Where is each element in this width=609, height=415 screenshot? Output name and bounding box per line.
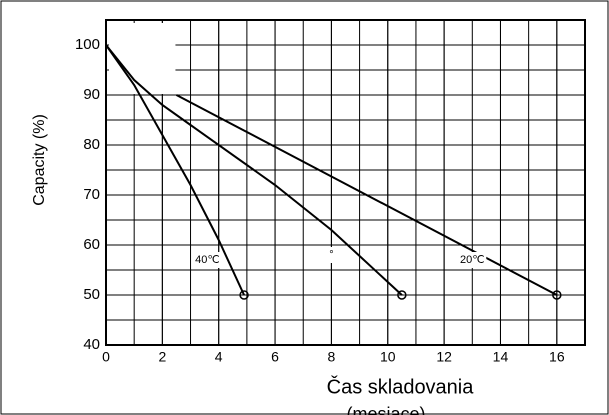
plot-frame: [105, 19, 586, 346]
end-marker: [397, 290, 407, 300]
end-marker: [239, 290, 249, 300]
annotation: °: [329, 249, 333, 261]
x-tick-label: 12: [436, 349, 452, 365]
x-axis-label: Čas skladovania: [327, 375, 475, 398]
x-tick-label: 14: [493, 349, 509, 365]
x-axis-sublabel: (mesiace): [346, 404, 425, 415]
y-tick-label: 70: [83, 186, 100, 203]
x-tick-label: 8: [328, 349, 336, 365]
line: [105, 44, 245, 296]
y-tick-label: 60: [83, 236, 100, 253]
y-axis-label: Capacity (%): [31, 114, 48, 206]
y-tick-label: 90: [83, 86, 100, 103]
annotation-bg: [317, 247, 346, 263]
end-marker: [552, 290, 562, 300]
x-tick-label: 10: [380, 349, 396, 365]
annotation: 40℃: [195, 254, 220, 266]
annotation-bg: [458, 252, 487, 268]
annotation-bg: [193, 252, 222, 268]
x-tick-label: 2: [158, 349, 166, 365]
y-tick-label: 50: [83, 286, 100, 303]
y-tick-label: 100: [75, 36, 100, 53]
x-tick-label: 4: [215, 349, 223, 365]
y-tick-label: 40: [83, 336, 100, 353]
annotation: 20℃: [460, 254, 485, 266]
x-tick-label: 0: [102, 349, 110, 365]
line: [175, 94, 558, 296]
x-tick-label: 16: [549, 349, 565, 365]
x-tick-label: 6: [271, 349, 279, 365]
line: [105, 44, 403, 296]
blank-area: [109, 23, 176, 94]
y-tick-label: 80: [83, 136, 100, 153]
